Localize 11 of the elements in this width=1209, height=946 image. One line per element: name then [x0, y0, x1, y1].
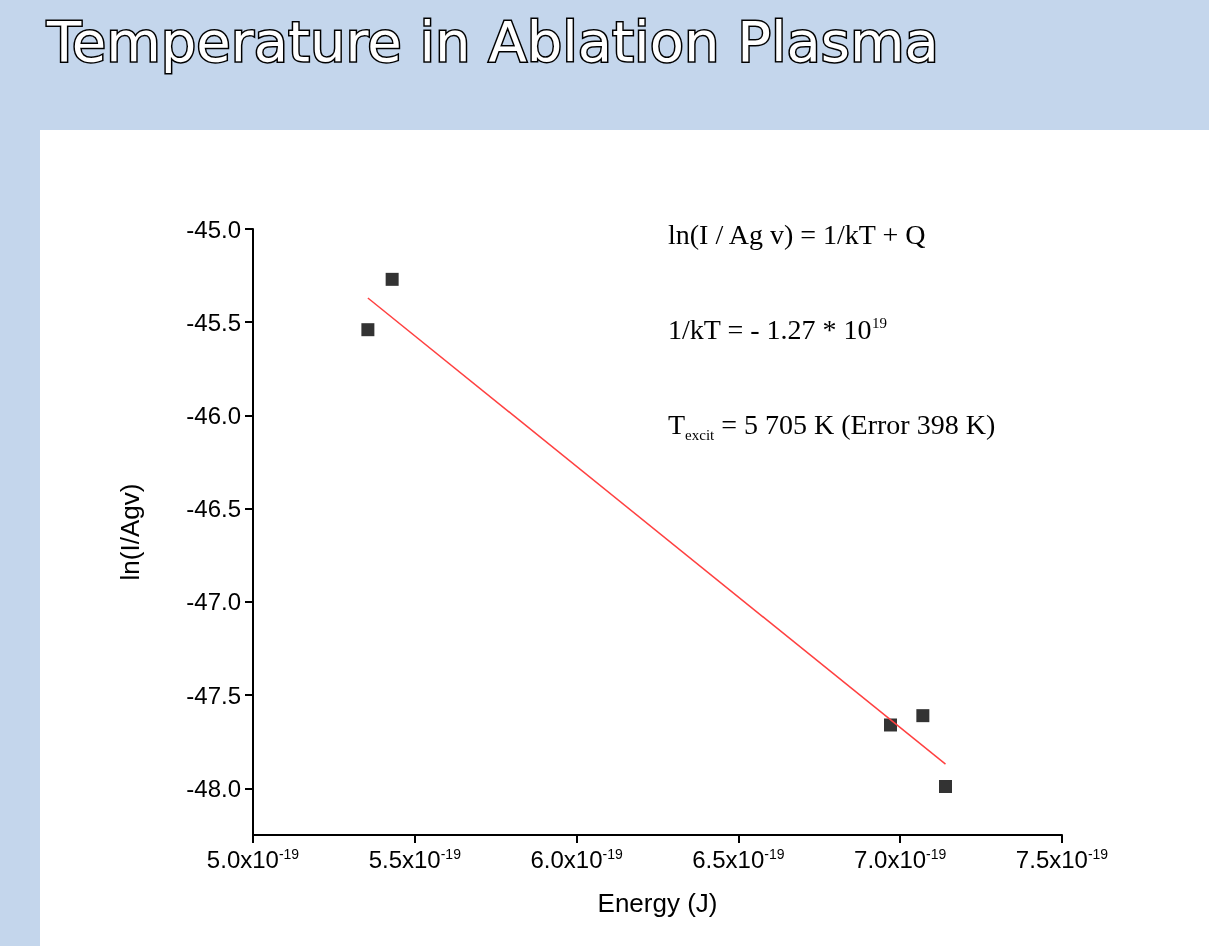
chart-title: Temperature in Ablation Plasma	[46, 8, 939, 74]
y-tick-label: -46.5	[186, 495, 241, 523]
x-axis-title: Energy (J)	[597, 888, 718, 918]
annotation: ln(I / Ag v) = 1/kT + Q	[668, 218, 926, 250]
y-tick-label: -48.0	[186, 774, 241, 802]
y-tick-label: -47.5	[186, 681, 241, 709]
y-axis-title: ln(I/Agv)	[115, 483, 145, 581]
y-tick-label: -45.5	[186, 308, 241, 336]
y-tick-label: -47.0	[186, 588, 241, 616]
y-tick-label: -46.0	[186, 401, 241, 429]
y-tick-label: -45.0	[186, 215, 241, 243]
